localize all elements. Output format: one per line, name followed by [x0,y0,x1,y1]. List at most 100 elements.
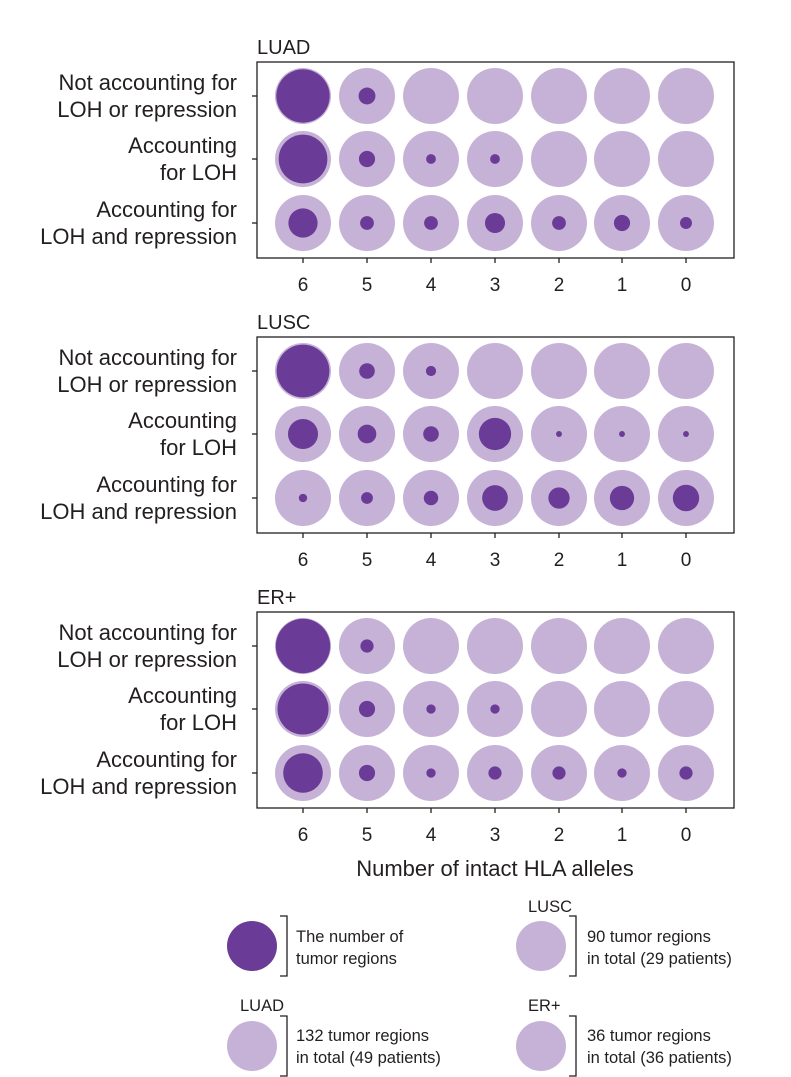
region-count-dot [277,683,329,735]
x-tick-label: 6 [298,275,309,296]
total-regions-circle [594,681,650,737]
legend-cohort-name: LUSC [528,898,572,916]
region-count-dot [275,618,331,674]
x-tick-label: 2 [554,275,565,296]
region-count-dot [358,87,376,105]
x-tick-label: 2 [554,550,565,571]
x-tick-label: 0 [681,550,692,571]
legend-bracket [569,1015,577,1077]
row-label: Not accounting for [58,70,237,95]
region-count-dot [426,154,436,164]
total-regions-circle [467,68,523,124]
total-regions-circle [594,618,650,674]
total-regions-circle [403,618,459,674]
row-label: for LOH [160,435,237,460]
total-regions-circle [531,618,587,674]
region-count-dot [672,484,700,512]
region-count-dot [276,344,330,398]
region-count-dot [617,768,627,778]
legend-total-label: 132 tumor regions [296,1027,429,1045]
region-count-dot [276,69,330,123]
x-tick-label: 3 [490,825,501,846]
legend-total-label: in total (29 patients) [587,950,732,968]
total-regions-circle [467,343,523,399]
total-regions-circle [594,68,650,124]
total-regions-circle [658,618,714,674]
region-count-dot [556,431,562,437]
row-label: Accounting for [96,747,237,772]
row-label: Accounting [128,133,237,158]
legend-total-label: 90 tumor regions [587,928,711,946]
total-regions-circle [658,131,714,187]
region-count-dot [426,768,436,778]
total-regions-circle [594,131,650,187]
legend-region-dot [227,921,277,971]
row-label: Accounting for [96,472,237,497]
x-tick-label: 4 [426,275,437,296]
region-count-dot [287,418,319,450]
total-regions-circle [658,68,714,124]
row-label: Accounting [128,408,237,433]
total-regions-circle [467,618,523,674]
x-axis-title: Number of intact HLA alleles [356,856,634,881]
legend-cohort-name: ER+ [528,997,561,1015]
x-tick-label: 6 [298,550,309,571]
legend-total-label: in total (49 patients) [296,1049,441,1067]
region-count-dot [552,216,566,230]
total-regions-circle [403,68,459,124]
legend-cohort-name: LUAD [240,997,284,1015]
x-tick-label: 5 [362,275,373,296]
row-label: Not accounting for [58,620,237,645]
legend: The number of tumor regions LUAD 132 tumor … [227,898,732,1077]
x-tick-label: 4 [426,825,437,846]
legend-dot-label: The number of [296,928,404,946]
row-label: LOH or repression [57,97,237,122]
x-tick-label: 3 [490,275,501,296]
region-count-dot [360,639,374,653]
x-tick-label: 4 [426,550,437,571]
panel-title: LUAD [257,37,310,59]
row-label: LOH and repression [40,774,237,799]
x-tick-label: 2 [554,825,565,846]
x-tick-label: 3 [490,550,501,571]
region-count-dot [478,417,512,451]
region-count-dot [278,134,328,184]
row-label: LOH and repression [40,499,237,524]
legend-total-label: 36 tumor regions [587,1027,711,1045]
total-regions-circle [531,68,587,124]
region-count-dot [358,764,376,782]
region-count-dot [488,766,502,780]
region-count-dot [358,150,376,168]
region-count-dot [613,214,631,232]
legend-bracket [569,915,577,977]
x-tick-label: 5 [362,825,373,846]
total-regions-circle [658,681,714,737]
panel-title: LUSC [257,312,310,334]
region-count-dot [680,217,692,229]
region-count-dot [288,208,318,238]
region-count-dot [548,487,570,509]
region-count-dot [490,704,500,714]
region-count-dot [358,700,376,718]
region-count-dot [683,431,689,437]
total-regions-circle [531,681,587,737]
region-count-dot [552,766,566,780]
region-count-dot [283,753,323,793]
region-count-dot [298,493,308,503]
region-count-dot [490,154,500,164]
legend-total-circle [516,921,566,971]
legend-total-circle [227,1021,277,1071]
x-tick-label: 1 [617,550,628,571]
x-tick-label: 1 [617,825,628,846]
region-count-dot [484,212,506,234]
legend-bracket [280,915,288,977]
region-count-dot [679,766,693,780]
region-count-dot [359,363,375,379]
region-count-dot [357,424,377,444]
region-count-dot [360,216,374,230]
total-regions-circle [531,131,587,187]
